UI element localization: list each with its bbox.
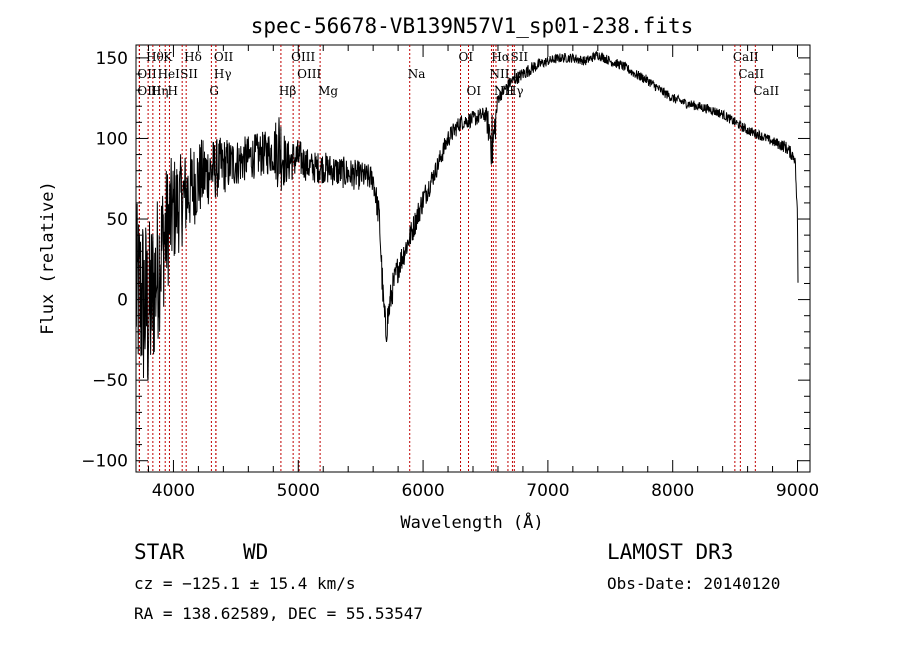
emission-line-label: OI (467, 84, 482, 98)
x-tick-label: 5000 (277, 481, 320, 501)
spectrum-chart: spec-56678-VB139N57V1_sp01-238.fits Hθ K H… (38, 14, 819, 533)
emission-line-label: SII (510, 50, 528, 64)
chart-title: spec-56678-VB139N57V1_sp01-238.fits (251, 14, 694, 38)
emission-line-label: Hθ (146, 50, 164, 64)
spectrum-line (135, 50, 799, 381)
redshift-readout: cz = −125.1 ± 15.4 km/s (134, 574, 356, 593)
x-tick-label: 9000 (776, 481, 819, 501)
y-tick-label: −100 (81, 452, 128, 472)
emission-line-label: Hδ (184, 50, 202, 64)
emission-line-label: G (209, 84, 219, 98)
emission-line-label: CaII (753, 84, 779, 98)
emission-line-label: Hγ (506, 84, 524, 98)
emission-line-label: OIII (137, 84, 161, 98)
y-tick-label: 0 (117, 291, 128, 311)
emission-line-label: OI (459, 50, 474, 64)
emission-line-label: K (163, 50, 173, 64)
x-tick-label: 4000 (152, 481, 195, 501)
emission-line-label: OII (214, 50, 234, 64)
y-tick-label: 50 (106, 210, 128, 230)
emission-line-label: Hα (491, 50, 510, 64)
emission-line-label: CaII (733, 50, 759, 64)
emission-line-label: OII (137, 67, 157, 81)
x-tick-label: 6000 (401, 481, 444, 501)
emission-line-markers (138, 45, 756, 472)
coordinates: RA = 138.62589, DEC = 55.53547 (134, 604, 423, 623)
survey-name: LAMOST DR3 (607, 540, 734, 564)
y-tick-label: −50 (92, 371, 128, 391)
object-subclass: WD (243, 540, 269, 564)
y-tick-label: 150 (96, 49, 128, 69)
emission-line-label: Hγ (214, 67, 232, 81)
x-tick-label: 8000 (651, 481, 694, 501)
y-tick-label: 100 (96, 129, 128, 149)
emission-line-label: Na (408, 67, 426, 81)
x-tick-label: 7000 (526, 481, 569, 501)
axis-ticks (136, 45, 810, 472)
emission-line-label: OIII (297, 67, 321, 81)
emission-line-label: NII (489, 67, 509, 81)
y-axis-label: Flux (relative) (38, 181, 58, 335)
obs-date: Obs-Date: 20140120 (607, 574, 781, 593)
emission-line-label: Hβ (279, 84, 296, 98)
emission-line-label: Mg (318, 84, 338, 98)
emission-line-label: Hη (151, 84, 169, 98)
emission-line-label: SII (180, 67, 198, 81)
tick-labels: 4000 5000 6000 7000 8000 9000 −100 −50 0 50 100 150 (81, 49, 819, 501)
emission-line-label: H (167, 84, 177, 98)
emission-line-label: HeI (158, 67, 181, 81)
emission-line-label: CaII (738, 67, 764, 81)
object-class: STAR (134, 540, 185, 564)
x-axis-label: Wavelength (Å) (400, 511, 543, 533)
emission-line-label: OIII (291, 50, 315, 64)
